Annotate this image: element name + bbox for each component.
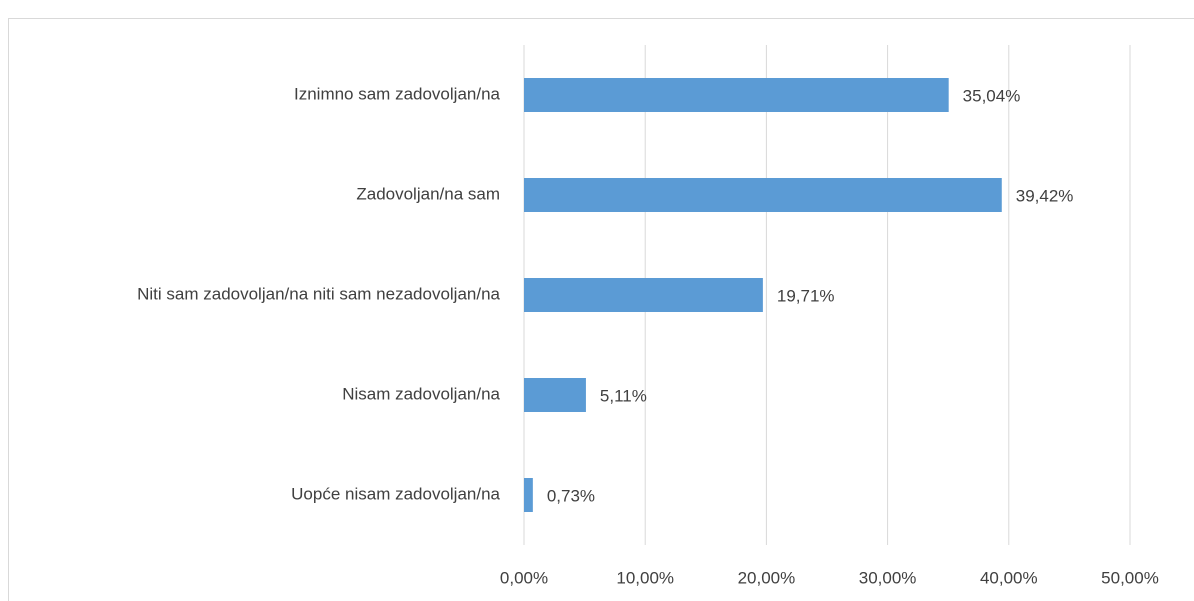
x-tick-label: 50,00% (1101, 568, 1159, 587)
x-tick-label: 0,00% (500, 568, 548, 587)
value-label: 0,73% (547, 486, 595, 505)
x-tick-label: 40,00% (980, 568, 1038, 587)
value-label: 39,42% (1016, 186, 1074, 205)
value-label: 19,71% (777, 286, 835, 305)
y-tick-label: Zadovoljan/na sam (356, 184, 500, 203)
bar (524, 378, 586, 412)
bar (524, 78, 949, 112)
y-tick-label: Niti sam zadovoljan/na niti sam nezadovo… (137, 284, 500, 303)
y-tick-label: Nisam zadovoljan/na (342, 384, 500, 403)
y-tick-label: Iznimno sam zadovoljan/na (294, 84, 501, 103)
x-tick-label: 20,00% (738, 568, 796, 587)
bar (524, 178, 1002, 212)
bar (524, 478, 533, 512)
bar (524, 278, 763, 312)
x-tick-label: 30,00% (859, 568, 917, 587)
value-label: 35,04% (963, 86, 1021, 105)
x-tick-label: 10,00% (616, 568, 674, 587)
y-tick-label: Uopće nisam zadovoljan/na (291, 484, 500, 503)
value-label: 5,11% (600, 386, 647, 405)
chart-border (8, 18, 1194, 601)
